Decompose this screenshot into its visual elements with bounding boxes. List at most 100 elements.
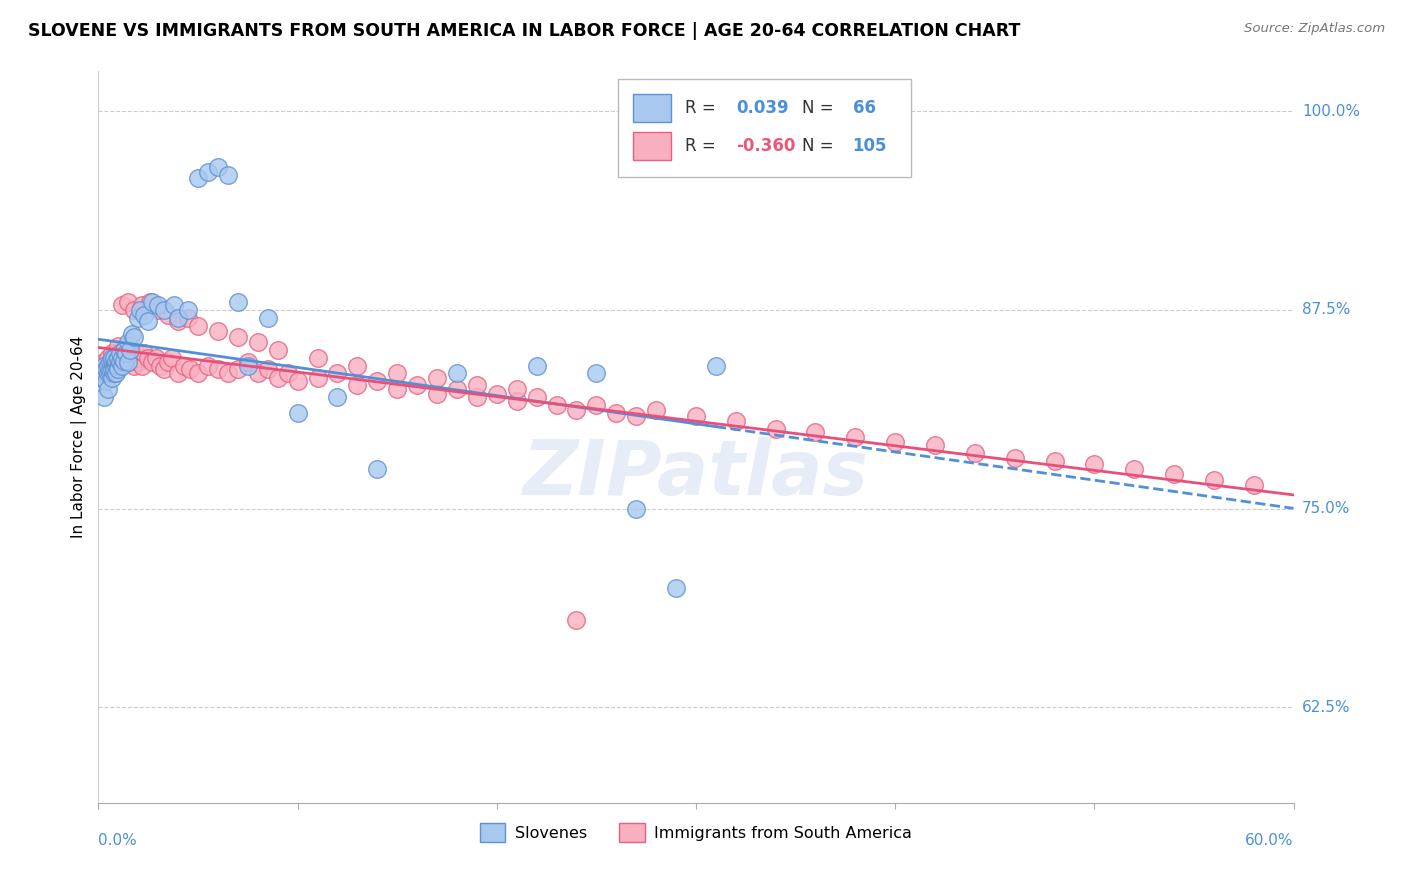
Point	[1004, 450, 1026, 465]
Point	[963, 446, 986, 460]
Point	[884, 434, 907, 449]
Point	[112, 343, 135, 357]
Point	[207, 324, 229, 338]
Point	[97, 359, 120, 373]
Point	[120, 343, 142, 357]
Point	[117, 334, 139, 349]
Point	[366, 375, 388, 389]
Point	[197, 164, 219, 178]
Point	[465, 390, 488, 404]
Point	[446, 383, 468, 397]
Point	[98, 367, 122, 381]
Point	[177, 302, 200, 317]
Point	[645, 403, 668, 417]
Text: 66: 66	[852, 99, 876, 117]
Text: 87.5%: 87.5%	[1302, 302, 1350, 318]
Point	[105, 351, 128, 365]
Point	[117, 294, 139, 309]
Point	[506, 393, 529, 408]
Point	[107, 351, 129, 365]
Point	[127, 355, 149, 369]
Point	[149, 359, 172, 373]
Point	[124, 302, 146, 317]
Point	[107, 339, 129, 353]
Point	[112, 353, 135, 368]
Point	[346, 377, 368, 392]
Point	[153, 302, 176, 317]
Point	[112, 343, 135, 357]
Point	[226, 361, 249, 376]
Point	[115, 346, 138, 360]
Point	[103, 351, 125, 365]
Text: ZIPatlas: ZIPatlas	[523, 437, 869, 510]
Point	[167, 314, 190, 328]
Point	[207, 160, 229, 174]
Point	[406, 377, 429, 392]
Point	[105, 359, 128, 373]
Text: 75.0%: 75.0%	[1302, 501, 1350, 516]
FancyBboxPatch shape	[633, 132, 671, 160]
Y-axis label: In Labor Force | Age 20-64: In Labor Force | Age 20-64	[72, 336, 87, 538]
Point	[136, 351, 159, 365]
Point	[136, 314, 159, 328]
Point	[236, 359, 259, 373]
Point	[98, 355, 122, 369]
Point	[267, 343, 290, 357]
Point	[131, 298, 153, 312]
FancyBboxPatch shape	[633, 94, 671, 122]
Point	[124, 330, 146, 344]
Text: R =: R =	[685, 99, 716, 117]
Point	[385, 383, 409, 397]
Point	[121, 351, 143, 365]
Point	[105, 353, 128, 368]
Point	[134, 346, 156, 360]
Point	[139, 294, 162, 309]
Text: 105: 105	[852, 137, 887, 155]
Point	[426, 387, 449, 401]
Point	[246, 334, 269, 349]
Point	[129, 302, 152, 317]
Point	[704, 359, 727, 373]
Point	[307, 351, 329, 365]
Point	[101, 371, 124, 385]
Point	[1202, 473, 1225, 487]
Point	[141, 294, 163, 309]
Point	[307, 371, 329, 385]
Point	[506, 383, 529, 397]
Point	[187, 170, 209, 185]
Point	[256, 310, 278, 325]
Point	[117, 355, 139, 369]
Point	[111, 351, 134, 365]
Point	[93, 355, 115, 369]
Text: 0.039: 0.039	[737, 99, 789, 117]
Text: Source: ZipAtlas.com: Source: ZipAtlas.com	[1244, 22, 1385, 36]
Point	[626, 409, 648, 424]
Point	[177, 310, 200, 325]
Point	[141, 355, 163, 369]
Point	[485, 387, 508, 401]
Point	[346, 359, 368, 373]
Point	[197, 359, 219, 373]
Point	[187, 367, 209, 381]
Text: SLOVENE VS IMMIGRANTS FROM SOUTH AMERICA IN LABOR FORCE | AGE 20-64 CORRELATION : SLOVENE VS IMMIGRANTS FROM SOUTH AMERICA…	[28, 22, 1021, 40]
Point	[89, 361, 111, 376]
Point	[426, 371, 449, 385]
Point	[107, 359, 129, 373]
Point	[565, 613, 588, 627]
Point	[134, 308, 156, 322]
Point	[148, 302, 170, 317]
Point	[446, 367, 468, 381]
Point	[121, 326, 143, 341]
Point	[98, 361, 122, 376]
Point	[115, 346, 138, 360]
Point	[167, 310, 190, 325]
Point	[526, 390, 548, 404]
Point	[605, 406, 627, 420]
Point	[91, 365, 114, 379]
Point	[103, 361, 125, 376]
Point	[207, 361, 229, 376]
Point	[110, 355, 132, 369]
Point	[1083, 457, 1105, 471]
Text: N =: N =	[803, 137, 834, 155]
Point	[277, 367, 299, 381]
